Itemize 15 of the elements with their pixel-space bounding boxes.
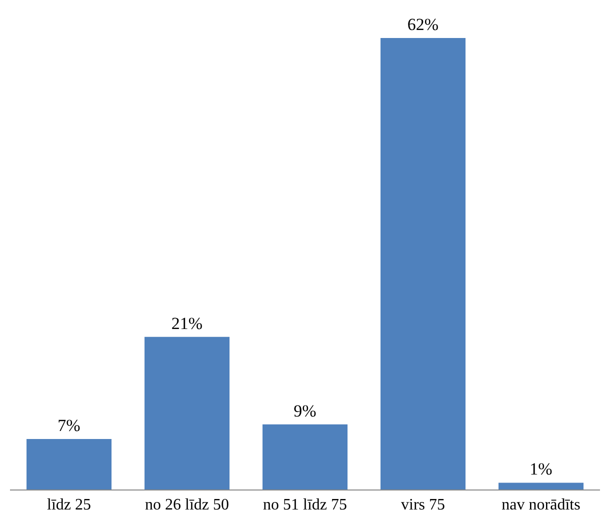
data-label: 1% bbox=[530, 460, 552, 479]
data-label: 62% bbox=[407, 15, 439, 34]
x-tick-label: līdz 25 bbox=[47, 496, 91, 514]
x-tick-label: virs 75 bbox=[401, 496, 445, 514]
bar bbox=[498, 482, 584, 490]
bar bbox=[26, 438, 112, 490]
data-label: 21% bbox=[171, 314, 203, 333]
data-label: 9% bbox=[294, 401, 316, 420]
bar bbox=[262, 424, 348, 490]
x-tick-label: nav norādīts bbox=[502, 496, 580, 514]
x-tick-label: no 26 līdz 50 bbox=[145, 496, 229, 514]
data-label: 7% bbox=[58, 416, 80, 435]
bar bbox=[380, 38, 466, 490]
bar bbox=[144, 336, 230, 490]
x-tick-label: no 51 līdz 75 bbox=[263, 496, 347, 514]
